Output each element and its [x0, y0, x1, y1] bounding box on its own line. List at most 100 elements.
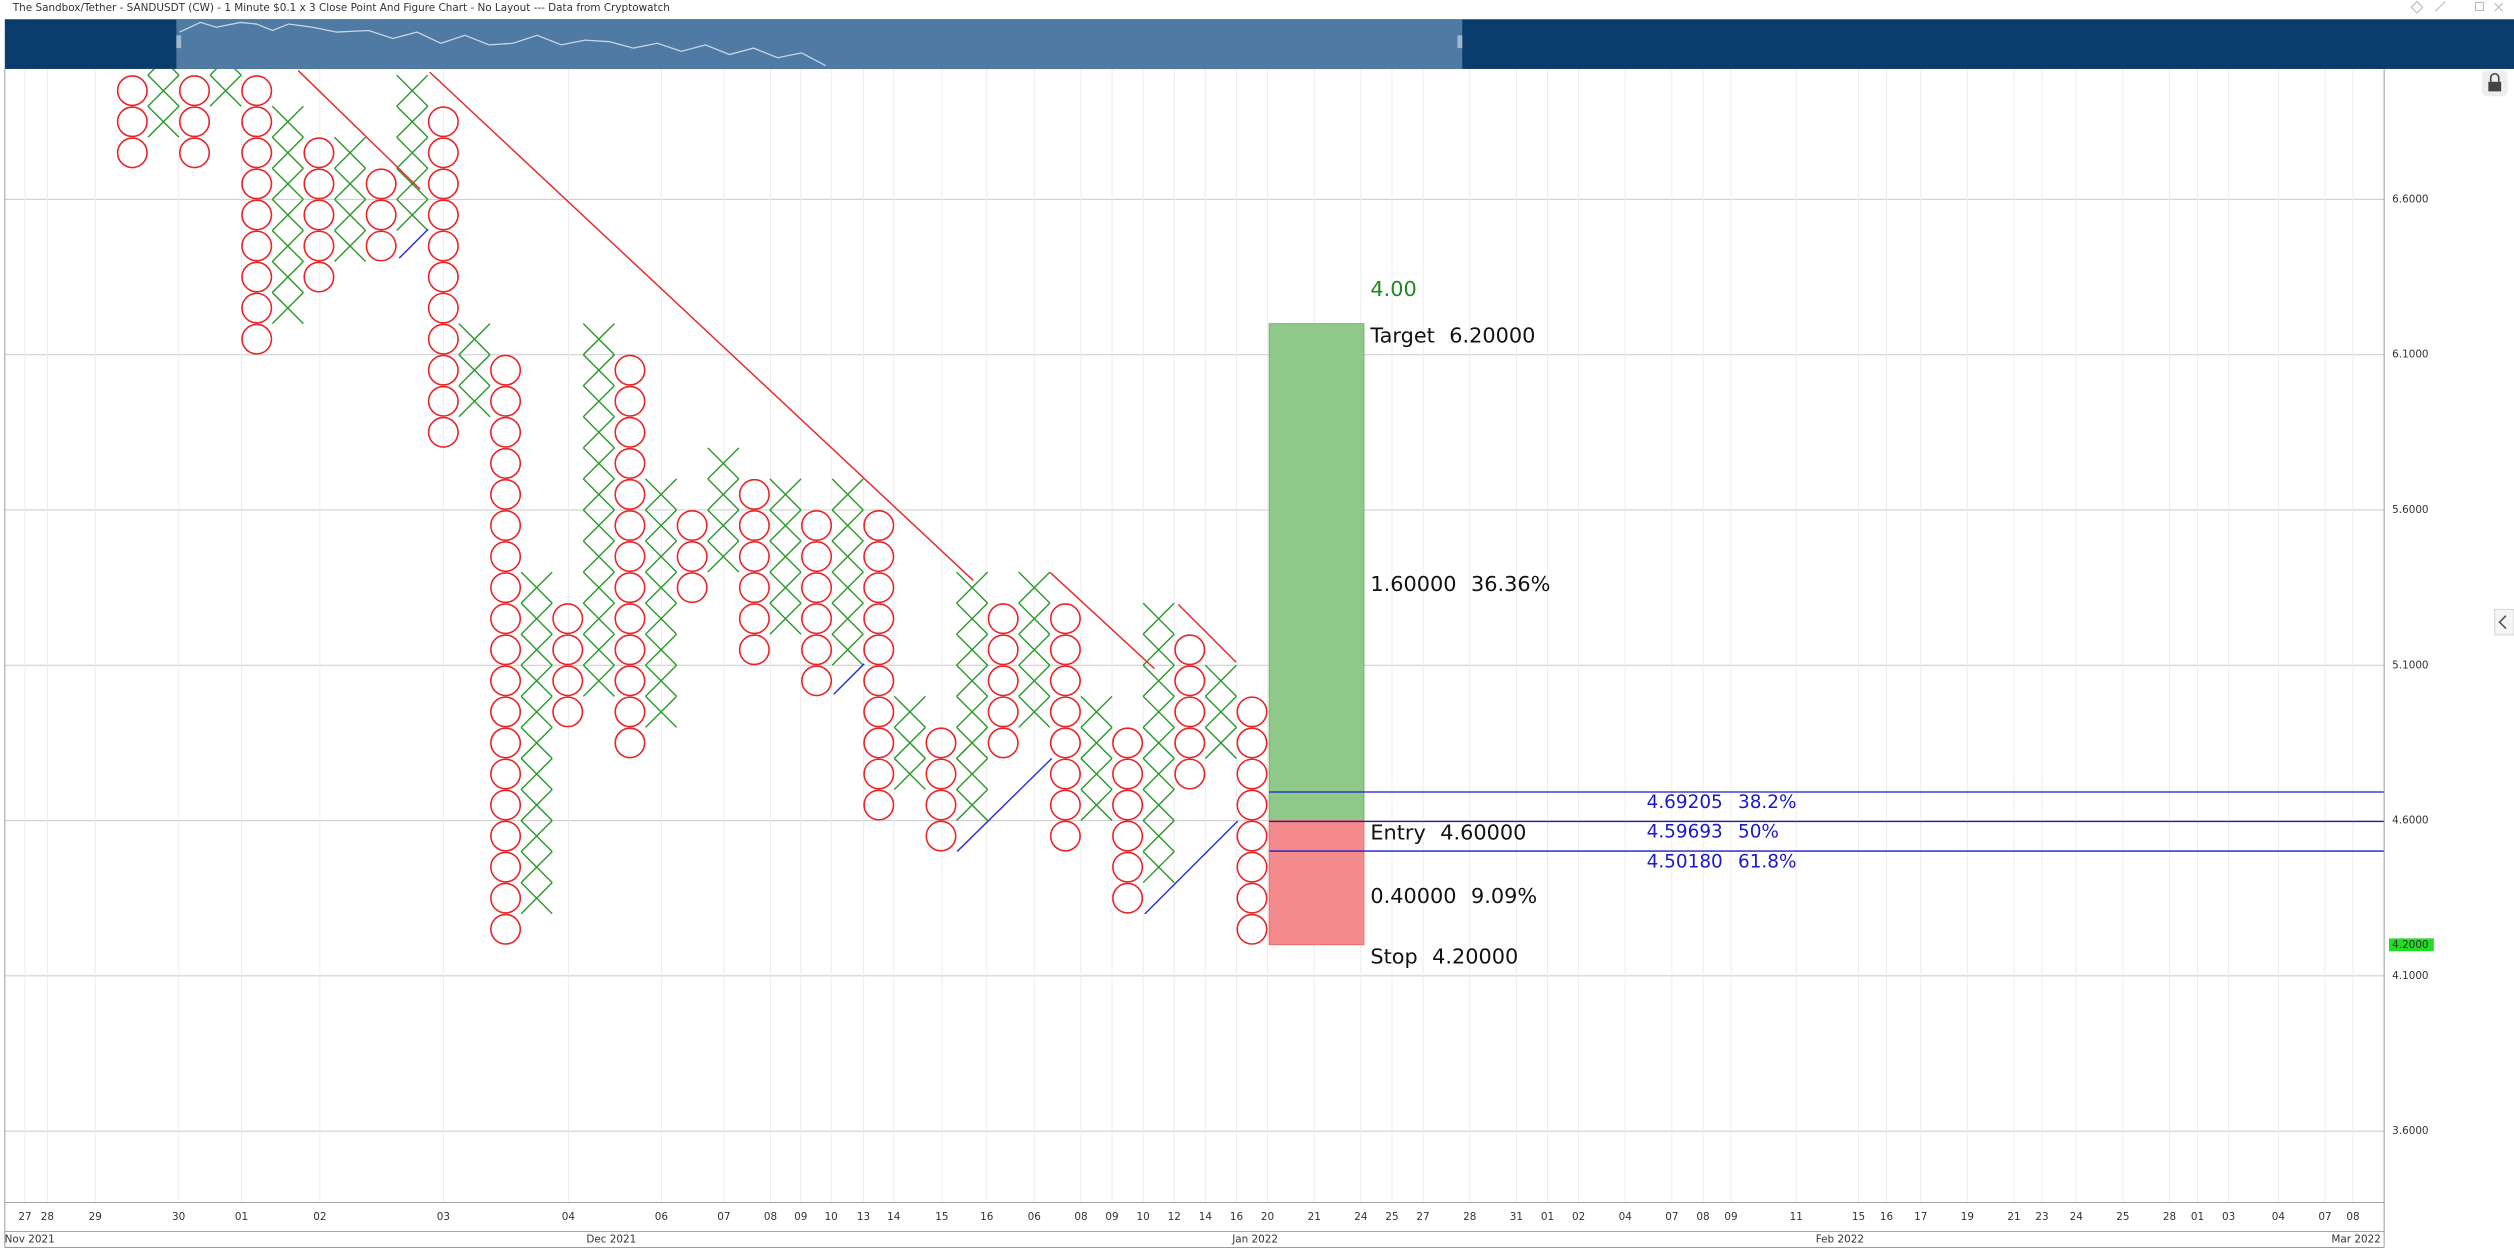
o-box: [676, 509, 708, 542]
x-box: [1204, 695, 1237, 728]
x-column: [271, 105, 304, 325]
o-box: [1236, 727, 1268, 759]
trend-line: [1177, 603, 1237, 663]
o-box: [427, 137, 459, 169]
x-box: [396, 74, 429, 107]
grid: [4, 68, 2385, 1203]
fib-value: 4.69205: [1647, 792, 1723, 813]
x-tick-label: 07: [1665, 1211, 1678, 1223]
x-tick-label: 03: [2222, 1211, 2235, 1223]
x-box: [645, 571, 678, 604]
x-box: [396, 167, 429, 200]
o-box: [1174, 727, 1206, 759]
x-box: [396, 136, 429, 169]
x-box: [893, 726, 926, 759]
o-box: [552, 634, 584, 666]
o-box: [863, 665, 895, 697]
entry-label-name: Entry: [1370, 820, 1425, 844]
o-box: [676, 572, 708, 604]
o-box: [303, 230, 335, 262]
x-tick-label: 17: [1914, 1211, 1927, 1223]
o-box: [1236, 758, 1268, 790]
o-box: [365, 168, 397, 200]
x-box: [271, 292, 304, 325]
x-box: [520, 664, 553, 697]
o-box: [241, 323, 273, 355]
x-box: [645, 633, 678, 666]
o-box: [490, 354, 522, 386]
o-box: [987, 603, 1019, 635]
o-box: [490, 447, 522, 479]
x-tick-label: 11: [1790, 1211, 1803, 1223]
x-box: [1080, 757, 1113, 791]
o-column: [1049, 603, 1081, 852]
x-tick-label: 08: [2346, 1211, 2359, 1223]
support-line: [956, 757, 1053, 852]
x-box: [956, 726, 989, 759]
o-box: [925, 789, 957, 821]
x-column: [582, 323, 615, 697]
x-box: [956, 788, 989, 822]
o-box: [427, 323, 459, 355]
o-box: [1174, 634, 1206, 666]
x-tick-label: 02: [1572, 1211, 1585, 1223]
o-box: [1049, 665, 1081, 697]
o-box: [925, 820, 957, 852]
axis-labels: 6.6000 6.1000 5.6000 5.1000 4.6000 4.1000 3.60…: [5, 193, 2434, 1245]
o-box: [738, 509, 770, 542]
x-box: [707, 478, 740, 511]
collapse-button[interactable]: [2494, 608, 2514, 636]
x-tick-label: 30: [172, 1211, 185, 1223]
x-box: [1142, 820, 1175, 853]
x-box: [956, 664, 989, 697]
month-label: Jan 2022: [1231, 1233, 1278, 1245]
x-box: [334, 198, 367, 231]
x-column: [956, 571, 989, 822]
x-box: [769, 571, 802, 604]
x-tick-label: 28: [41, 1211, 54, 1223]
x-tick-label: 20: [1261, 1211, 1274, 1223]
x-box: [458, 385, 491, 418]
x-tick-label: 07: [717, 1211, 730, 1223]
plot-area: [116, 68, 1268, 945]
x-column: [1018, 571, 1051, 728]
o-box: [801, 603, 833, 635]
x-tick-label: 09: [1105, 1211, 1118, 1223]
x-box: [645, 602, 678, 635]
x-box: [396, 105, 429, 138]
o-box: [490, 385, 522, 417]
o-box: [241, 168, 273, 200]
o-box: [490, 696, 522, 728]
x-box: [645, 478, 678, 511]
y-tick-label: 4.6000: [2392, 815, 2428, 827]
o-box: [490, 727, 522, 759]
x-box: [1018, 602, 1051, 635]
o-box: [1236, 820, 1268, 852]
x-column: [893, 695, 926, 791]
o-box: [1112, 789, 1144, 821]
o-box: [179, 137, 211, 169]
o-column: [1236, 696, 1268, 945]
x-box: [271, 198, 304, 231]
reward-zone: [1268, 323, 1365, 821]
trend-line: [297, 70, 421, 190]
x-box: [520, 726, 553, 759]
o-box: [365, 230, 397, 262]
fib-ratio: 50%: [1738, 822, 1779, 843]
navigator[interactable]: [4, 19, 2514, 69]
navigator-handle[interactable]: [176, 35, 182, 49]
x-box: [271, 136, 304, 169]
o-column: [179, 75, 211, 169]
x-column: [707, 447, 740, 573]
x-box: [520, 851, 553, 884]
x-box: [707, 509, 740, 542]
x-box: [582, 509, 615, 542]
navigator-window[interactable]: [176, 19, 1463, 69]
o-column: [241, 75, 273, 355]
x-box: [1080, 726, 1113, 759]
o-box: [241, 106, 273, 138]
navigator-handle[interactable]: [1457, 35, 1463, 49]
x-tick-label: 04: [1619, 1211, 1633, 1223]
columns: [116, 68, 1268, 945]
x-tick-label: 08: [1074, 1211, 1087, 1223]
